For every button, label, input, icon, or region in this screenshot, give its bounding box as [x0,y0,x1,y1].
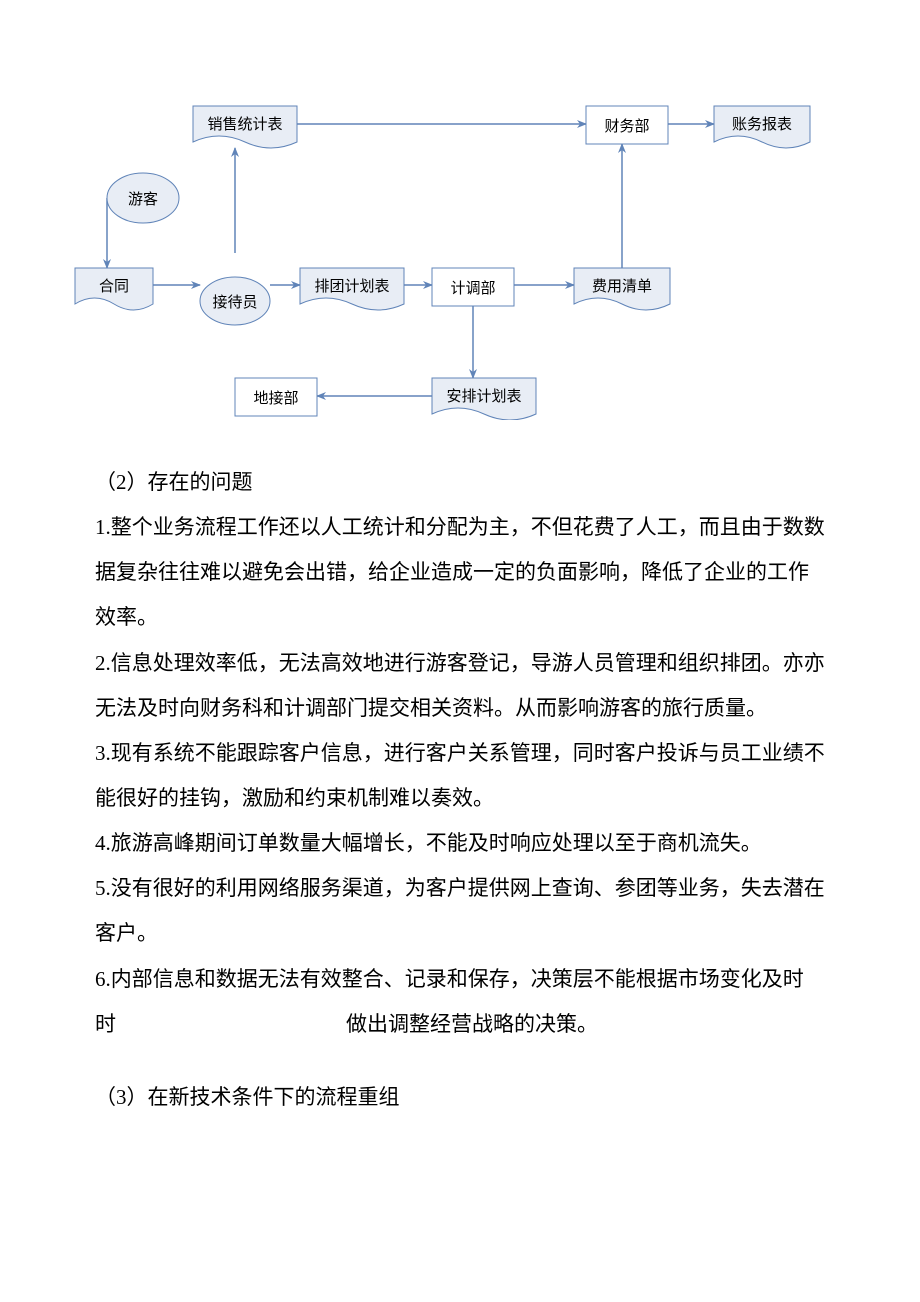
problem-6-line2: 时 做出调整经营战略的决策。 [95,1002,825,1047]
node-schedule_plan: 排团计划表 [300,268,404,302]
document-text: （2）存在的问题 1.整个业务流程工作还以人工统计和分配为主，不但花费了人工，而… [0,420,920,1180]
problem-5: 5.没有很好的利用网络服务渠道，为客户提供网上查询、参团等业务，失去潜在客户。 [95,866,825,956]
problem-1: 1.整个业务流程工作还以人工统计和分配为主，不但花费了人工，而且由于数数据复杂往… [95,505,825,640]
section-3-title: （3）在新技术条件下的流程重组 [95,1075,825,1120]
problem-6-left: 时 [95,1012,116,1036]
node-sales_stats: 销售统计表 [193,106,297,140]
node-finance_dept: 财务部 [586,106,668,144]
node-account_report: 账务报表 [714,106,810,140]
node-receptionist: 接待员 [200,277,270,325]
problem-4: 4.旅游高峰期间订单数量大幅增长，不能及时响应处理以至于商机流失。 [95,821,825,866]
node-local_dept: 地接部 [235,378,317,416]
problem-2: 2.信息处理效率低，无法高效地进行游客登记，导游人员管理和组织排团。亦亦无法及时… [95,641,825,731]
node-expense_list: 费用清单 [574,268,670,302]
node-tourist: 游客 [107,173,179,223]
problem-3: 3.现有系统不能跟踪客户信息，进行客户关系管理，同时客户投诉与员工业绩不能很好的… [95,731,825,821]
flowchart-diagram: 游客销售统计表合同 接待员排团计划表计调部 费用清单 财务部 账务报表安排计划表 地接部 [0,0,920,420]
node-dispatch_dept: 计调部 [432,268,514,306]
problem-6-line1: 6.内部信息和数据无法有效整合、记录和保存，决策层不能根据市场变化及时 [95,957,825,1002]
node-arrange_plan: 安排计划表 [432,378,536,412]
problem-6-right: 做出调整经营战略的决策。 [346,1012,598,1036]
section-2-title: （2）存在的问题 [95,460,825,505]
node-contract: 合同 [75,268,153,302]
